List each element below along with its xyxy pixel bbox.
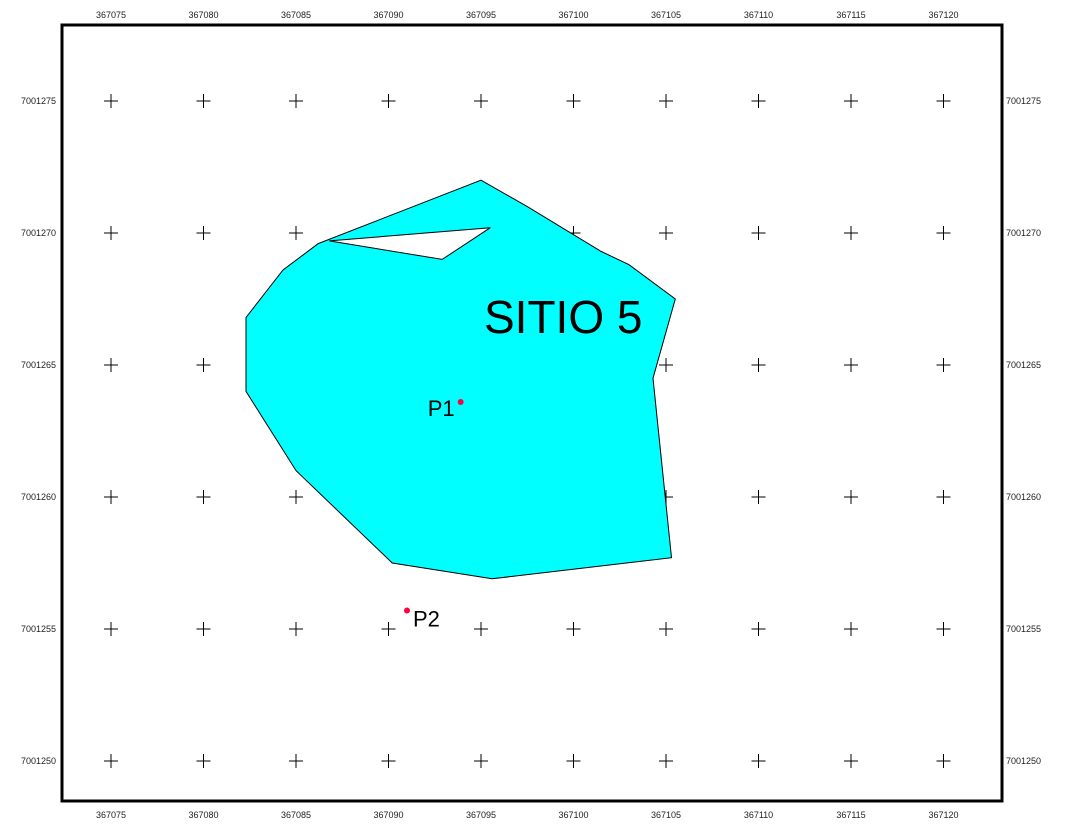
grid-cross — [751, 358, 766, 372]
x-tick-label: 367115 — [836, 10, 865, 20]
grid-cross — [104, 622, 118, 636]
grid-cross — [289, 622, 303, 636]
grid-cross — [104, 490, 118, 504]
grid-cross — [936, 754, 951, 768]
grid-cross — [566, 754, 581, 768]
site-feature — [245, 179, 676, 580]
grid-cross — [844, 226, 858, 240]
grid-cross — [659, 358, 673, 372]
x-tick-label: 367105 — [651, 10, 681, 20]
point-marker — [404, 607, 410, 614]
x-tick-label: 367105 — [651, 810, 681, 820]
x-tick-label: 367110 — [744, 10, 773, 20]
grid-cross — [751, 94, 766, 108]
x-tick-label: 367100 — [558, 10, 588, 20]
grid-cross — [659, 226, 673, 240]
grid-cross — [659, 94, 673, 108]
y-axis-labels-right: 7001275 7001270 7001265 7001260 7001255 70012… — [1006, 96, 1041, 766]
grid-cross — [751, 490, 766, 504]
x-tick-label: 367085 — [281, 10, 311, 20]
grid-cross — [104, 754, 118, 768]
site-label: SITIO 5 — [484, 291, 642, 343]
grid-cross — [936, 490, 951, 504]
grid-cross — [844, 622, 858, 636]
y-tick-label: 7001260 — [1006, 492, 1041, 502]
sample-point-p2: P2 — [404, 607, 440, 632]
x-tick-label: 367120 — [928, 810, 958, 820]
grid-cross — [936, 622, 951, 636]
y-tick-label: 7001255 — [21, 624, 56, 634]
y-tick-label: 7001275 — [1006, 96, 1041, 106]
x-tick-label: 367090 — [373, 810, 403, 820]
x-tick-label: 367115 — [836, 810, 865, 820]
x-axis-labels-bottom: 367075 367080 367085 367090 367095 367100 3671… — [96, 810, 959, 820]
grid-cross — [474, 754, 488, 768]
point-marker — [457, 398, 464, 405]
grid-cross — [289, 754, 303, 768]
grid-cross — [196, 490, 211, 504]
grid-cross — [751, 226, 766, 240]
grid-cross — [381, 94, 396, 108]
grid-cross — [289, 490, 303, 504]
grid-cross — [936, 358, 951, 372]
grid-cross — [936, 226, 951, 240]
sample-points: P1 P2 — [404, 396, 464, 632]
site-polygon — [245, 179, 676, 580]
grid-cross — [844, 490, 858, 504]
site-polygon-hole — [329, 227, 491, 260]
x-tick-label: 367120 — [928, 10, 958, 20]
grid-cross — [381, 622, 396, 636]
x-tick-label: 367075 — [96, 810, 126, 820]
grid-cross — [659, 754, 673, 768]
grid-cross — [844, 94, 858, 108]
grid-cross — [751, 622, 766, 636]
grid-cross — [474, 622, 488, 636]
grid-cross — [196, 226, 211, 240]
grid-cross — [936, 94, 951, 108]
x-tick-label: 367090 — [373, 10, 403, 20]
grid-cross — [196, 358, 211, 372]
y-tick-label: 7001260 — [21, 492, 56, 502]
x-tick-label: 367095 — [466, 810, 496, 820]
y-tick-label: 7001265 — [21, 360, 56, 370]
grid-cross — [566, 622, 581, 636]
grid-cross — [104, 226, 118, 240]
y-tick-label: 7001270 — [1006, 228, 1041, 238]
y-axis-labels-left: 7001275 7001270 7001265 7001260 7001255 70012… — [21, 96, 56, 766]
grid-cross — [196, 754, 211, 768]
y-tick-label: 7001270 — [21, 228, 56, 238]
x-tick-label: 367110 — [744, 810, 773, 820]
grid-cross — [196, 94, 211, 108]
grid-cross — [751, 754, 766, 768]
grid-cross — [289, 94, 303, 108]
grid-cross — [381, 754, 396, 768]
point-label: P2 — [413, 607, 440, 632]
grid-cross — [844, 754, 858, 768]
grid-cross — [196, 622, 211, 636]
x-tick-label: 367100 — [558, 810, 588, 820]
grid-cross — [566, 94, 581, 108]
y-tick-label: 7001255 — [1006, 624, 1041, 634]
y-tick-label: 7001250 — [1006, 756, 1041, 766]
y-tick-label: 7001275 — [21, 96, 56, 106]
grid-cross — [844, 358, 858, 372]
grid-cross — [474, 94, 488, 108]
grid-cross — [289, 226, 303, 240]
x-tick-label: 367080 — [188, 10, 218, 20]
y-tick-label: 7001265 — [1006, 360, 1041, 370]
grid-cross — [659, 622, 673, 636]
x-axis-labels-top: 367075 367080 367085 367090 367095 367100 3671… — [96, 10, 959, 20]
grid-cross — [104, 94, 118, 108]
x-tick-label: 367080 — [188, 810, 218, 820]
sample-point-p1: P1 — [428, 396, 464, 421]
x-tick-label: 367075 — [96, 10, 126, 20]
point-label: P1 — [428, 396, 455, 421]
grid-cross — [104, 358, 118, 372]
y-tick-label: 7001250 — [21, 756, 56, 766]
x-tick-label: 367085 — [281, 810, 311, 820]
x-tick-label: 367095 — [466, 10, 496, 20]
